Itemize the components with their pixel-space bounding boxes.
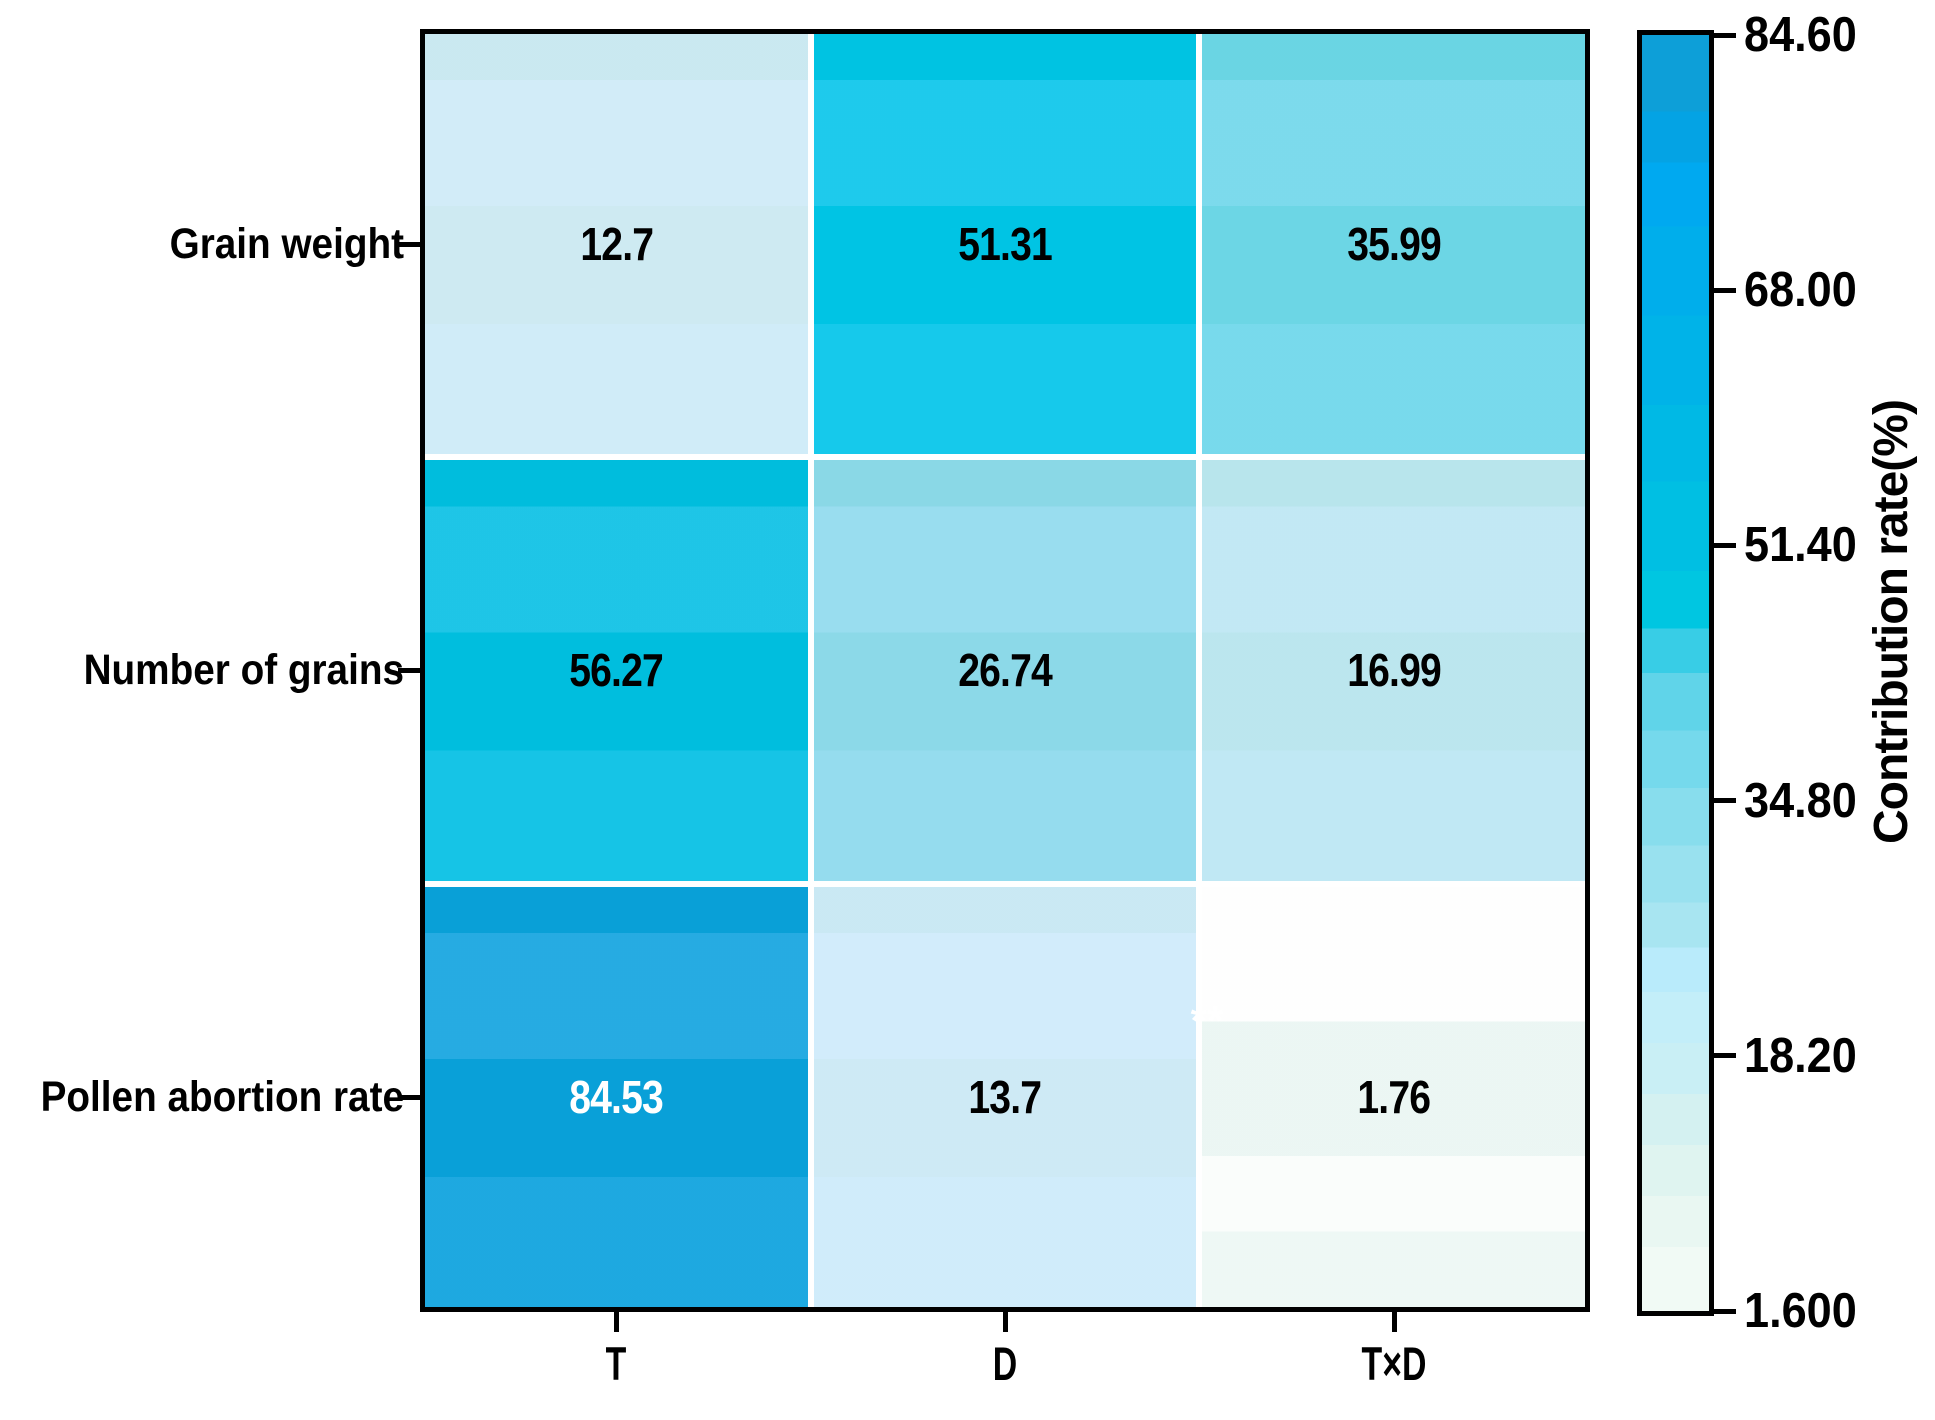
heatmap-cell: 26.74 [813,460,1197,881]
colorbar-tick-label: 84.60 [1744,8,1857,62]
colorbar-tick [1712,1053,1736,1059]
cell-value: 16.99 [1346,644,1441,697]
colorbar-tick [1712,798,1736,804]
colorbar [1637,30,1714,1316]
x-axis-label-t: T [605,1337,627,1390]
y-axis-label-grain-weight: Grain weight [169,220,404,268]
colorbar-tick [1712,287,1736,293]
y-axis-tick [398,242,422,247]
y-axis-tick [398,668,422,673]
cell-value: 84.53 [569,1070,664,1123]
heatmap-cell: 84.53 [425,886,808,1308]
x-axis-tick [614,1310,619,1332]
y-axis-label-number-of-grains: Number of grains [83,646,404,694]
colorbar-tick-label: 34.80 [1744,773,1857,828]
cell-value: 13.7 [968,1070,1043,1123]
cell-value: 26.74 [958,644,1052,697]
colorbar-tick-label: 18.20 [1744,1028,1857,1083]
colorbar-tick-label: 51.40 [1744,518,1857,573]
x-axis-tick [1003,1310,1008,1332]
cell-value: 51.31 [958,218,1052,271]
colorbar-tick-label: 68.00 [1744,263,1857,318]
x-axis-label-txd: T×D [1361,1337,1427,1390]
x-axis-tick [1392,1310,1397,1332]
heatmap-cell: 1.76 [1202,886,1585,1308]
heatmap-cell: 16.99 [1202,460,1585,881]
colorbar-axis-title: Contribution rate(%) [1865,400,1918,844]
significance-marker: ** [1190,997,1224,1044]
cell-value: 56.27 [569,644,664,697]
heatmap-cell: 56.27 [425,460,808,881]
colorbar-tick [1712,542,1736,548]
cell-value: 35.99 [1346,218,1441,271]
heatmap-cell: 13.7 [813,886,1197,1308]
heatmap-plot-area: 12.7 51.31 35.99 56.27 26.74 16.99 84.53… [420,29,1590,1312]
y-axis-label-pollen-abortion-rate: Pollen abortion rate [40,1073,405,1121]
heatmap-cell: 35.99 [1202,34,1585,455]
colorbar-tick [1712,1308,1736,1314]
heatmap-cell: 12.7 [425,34,808,455]
heatmap-cell: 51.31 [813,34,1197,455]
cell-value: 1.76 [1357,1070,1431,1123]
colorbar-tick-label: 1.600 [1744,1284,1857,1338]
x-axis-label-d: D [992,1337,1018,1390]
colorbar-tick [1712,32,1736,38]
cell-value: 12.7 [579,218,654,271]
y-axis-tick [398,1095,422,1100]
